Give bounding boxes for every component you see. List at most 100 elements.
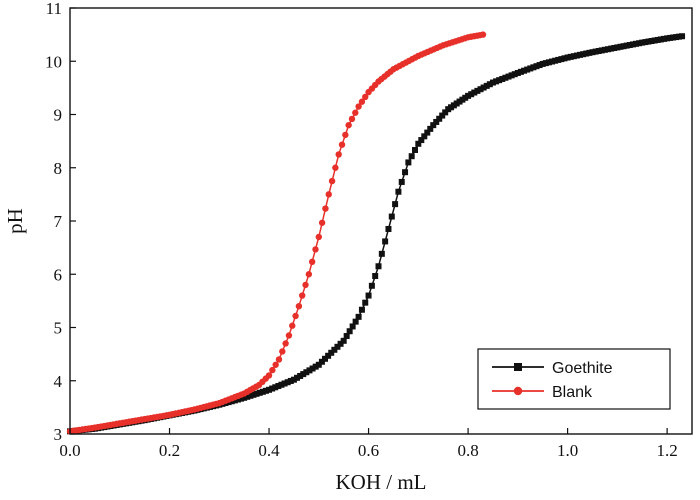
data-point-goethite [617,43,624,50]
data-point-goethite [306,367,313,374]
data-point-blank [269,366,276,374]
data-point-goethite [241,394,248,401]
data-point-goethite [247,392,254,399]
data-point-goethite [468,91,475,98]
data-point-goethite [262,387,269,394]
data-point-blank [338,141,346,148]
data-point-goethite [259,388,266,395]
data-point-goethite [564,54,571,61]
data-point-goethite [328,349,335,356]
data-point-goethite [586,49,593,56]
data-point-goethite [657,36,664,43]
data-point-goethite [412,147,419,153]
data-point-goethite [536,62,543,69]
data-point-goethite [636,40,643,47]
data-point-blank [352,109,359,116]
data-point-goethite [471,89,478,96]
data-point-blank [312,246,319,253]
data-point-goethite [278,381,285,388]
data-point-blank [272,361,279,368]
data-point-goethite [290,376,297,383]
data-point-goethite [256,389,263,396]
data-point-goethite [639,39,646,46]
x-axis-title: KOH / mL [336,470,427,494]
data-point-goethite [555,56,562,63]
data-point-blank [328,177,336,185]
x-tick-label: 0.4 [258,441,280,460]
data-point-blank [348,115,356,123]
data-point-blank [292,312,299,320]
data-point-goethite [231,397,238,404]
data-point-goethite [375,263,382,270]
data-point-goethite [418,137,425,144]
data-point-blank [279,348,286,355]
y-tick-label: 7 [54,212,63,231]
data-point-goethite [480,84,487,91]
data-point-blank [302,281,309,289]
data-point-goethite [605,46,612,53]
data-point-goethite [598,47,605,54]
data-point-goethite [642,39,649,46]
data-point-goethite [349,323,356,330]
data-point-goethite [322,355,329,362]
data-point-goethite [608,45,615,52]
data-point-goethite [287,377,294,384]
data-point-goethite [395,188,402,195]
data-point-goethite [266,386,273,393]
data-point-goethite [337,340,344,347]
y-tick-label: 4 [54,372,63,391]
data-point-goethite [244,393,251,400]
data-point-goethite [511,71,518,78]
x-tick-label: 0.6 [358,441,379,460]
data-point-goethite [552,57,559,64]
legend: Goethite Blank [477,348,671,410]
data-point-goethite [539,60,546,67]
data-point-goethite [439,112,446,119]
x-tick-label: 1.0 [557,441,578,460]
data-point-goethite [392,201,399,208]
data-point-blank [308,258,316,266]
data-point-blank [479,31,487,38]
data-point-goethite [614,44,621,51]
data-point-goethite [253,390,260,397]
data-point-goethite [294,374,301,381]
data-point-goethite [517,68,524,75]
data-point-goethite [493,78,500,85]
data-point-goethite [250,391,257,398]
data-point-goethite [284,379,291,386]
data-point-blank [299,292,306,299]
data-point-goethite [524,66,531,73]
y-tick-label: 5 [54,319,63,338]
data-point-goethite [312,363,319,370]
data-point-blank [305,271,313,278]
data-point-goethite [595,47,602,54]
data-point-goethite [334,343,341,350]
y-tick-label: 11 [46,0,62,18]
x-tick-label: 0.8 [457,441,478,460]
data-point-blank [275,356,283,363]
plot-area [66,31,686,435]
data-point-blank [282,340,289,347]
data-point-goethite [611,45,618,52]
data-point-blank [358,98,366,105]
data-point-goethite [583,50,590,57]
data-point-goethite [589,49,596,56]
data-point-blank [355,103,362,110]
data-point-goethite [651,37,658,44]
data-point-goethite [558,56,565,63]
data-point-goethite [573,52,580,59]
data-point-goethite [362,299,369,306]
data-point-goethite [318,358,325,365]
data-point-goethite [645,38,652,45]
data-point-goethite [421,133,428,140]
data-point-goethite [234,396,241,403]
data-point-goethite [309,365,316,372]
data-point-goethite [514,69,521,76]
data-point-goethite [303,369,310,376]
x-tick-label: 0.2 [159,441,180,460]
data-point-goethite [499,75,506,82]
data-point-goethite [530,64,537,71]
y-tick-label: 10 [45,52,62,71]
